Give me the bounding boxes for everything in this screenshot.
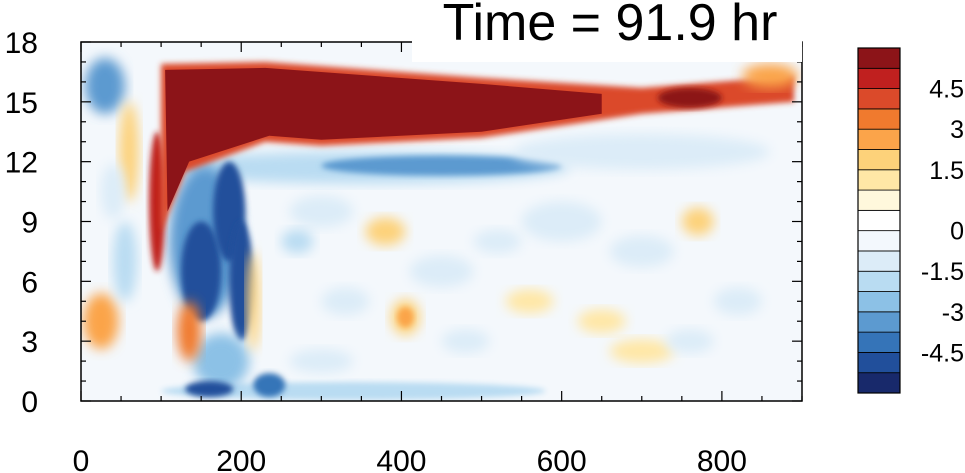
title-backdrop — [412, 0, 802, 62]
field-cell — [609, 235, 674, 268]
colorbar-label: 3 — [950, 116, 964, 144]
field-cell — [165, 67, 602, 212]
field-cell — [85, 57, 126, 114]
field-cell — [513, 133, 770, 170]
field-cell — [441, 329, 490, 354]
colorbar-label: 4.5 — [929, 76, 964, 104]
field-cell — [577, 309, 626, 334]
field-cell — [409, 255, 474, 288]
colorbar-swatch — [857, 47, 901, 69]
colorbar-swatch — [857, 108, 901, 130]
x-tick-label: 200 — [216, 445, 266, 473]
field-cell — [193, 333, 250, 390]
colorbar-swatch — [857, 311, 901, 333]
field-cell — [741, 63, 798, 88]
field-cell — [473, 229, 522, 254]
field-cell — [713, 287, 762, 316]
field-cell — [253, 373, 286, 398]
field-cell — [83, 293, 119, 350]
y-tick-label: 0 — [21, 386, 38, 419]
field-cell — [101, 163, 126, 220]
colorbar-frame — [857, 47, 901, 394]
field-cell — [665, 329, 714, 354]
colorbar-label: -1.5 — [921, 258, 964, 286]
field-cell — [365, 217, 406, 246]
y-tick-label: 15 — [5, 87, 38, 120]
field-cell — [177, 301, 202, 362]
colorbar-label: 1.5 — [929, 157, 964, 185]
colorbar-swatch — [857, 250, 901, 272]
field-cell — [505, 289, 554, 314]
colorbar-swatch — [857, 209, 901, 232]
colorbar-swatch — [857, 331, 901, 353]
field-cell — [289, 349, 354, 374]
field-cell — [281, 229, 314, 254]
colorbar-label: -3 — [942, 299, 964, 327]
colorbar-swatch — [857, 169, 901, 191]
field-cell — [246, 251, 260, 352]
x-tick-label: 400 — [376, 445, 426, 473]
y-tick-label: 6 — [21, 266, 38, 299]
field-cell — [657, 87, 722, 108]
y-tick-label: 12 — [5, 147, 38, 180]
y-tick-label: 9 — [21, 207, 38, 240]
colorbar-swatch — [857, 149, 901, 171]
colorbar-swatch — [857, 270, 901, 292]
colorbar-swatch — [857, 67, 901, 89]
field-cell — [119, 101, 139, 202]
colorbar-swatch — [857, 291, 901, 313]
chart-title: Time = 91.9 hr — [443, 0, 778, 52]
y-axis: 0 3 6 9 12 15 18 — [5, 27, 802, 419]
field-cell — [185, 381, 234, 398]
y-tick-label: 18 — [5, 27, 38, 60]
colorbar-swatch — [857, 128, 901, 150]
field-cell — [181, 221, 222, 322]
field-cell — [609, 339, 674, 364]
field-cell — [113, 221, 138, 302]
y-tick-label: 3 — [21, 326, 38, 359]
field-cell — [397, 307, 414, 328]
colorbar-label: 0 — [950, 218, 964, 246]
field-cell — [289, 195, 354, 228]
field-cell — [321, 287, 370, 316]
colorbar-swatch — [857, 88, 901, 110]
x-tick-label: 600 — [537, 445, 587, 473]
colorbar: 4.5 3 1.5 0 -1.5 -3 -4.5 — [857, 47, 964, 394]
colorbar-swatch — [857, 230, 901, 252]
colorbar-label: -4.5 — [921, 339, 964, 367]
x-tick-label: 800 — [697, 445, 747, 473]
contour-field — [83, 57, 798, 401]
colorbar-swatch — [857, 189, 901, 211]
x-axis: 0 200 400 600 800 — [73, 42, 803, 473]
colorbar-swatch — [857, 352, 901, 374]
field-cell — [521, 201, 602, 242]
field-cell — [681, 207, 714, 236]
x-tick-label: 0 — [73, 445, 90, 473]
field-cell — [321, 155, 562, 176]
colorbar-swatch — [857, 372, 901, 394]
